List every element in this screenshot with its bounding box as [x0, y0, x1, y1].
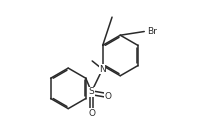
Text: O: O — [88, 109, 95, 118]
Text: O: O — [105, 92, 112, 101]
Text: S: S — [89, 87, 94, 96]
Text: N: N — [99, 65, 106, 74]
Text: Br: Br — [147, 27, 157, 36]
